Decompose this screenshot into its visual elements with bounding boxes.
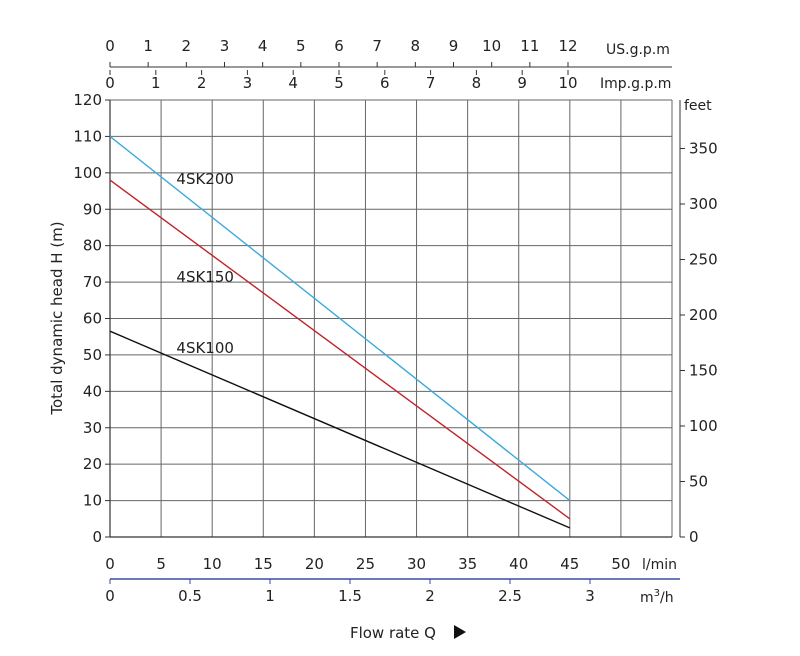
usgpm-tick-label: 4 xyxy=(258,37,268,55)
lmin-tick-label: 30 xyxy=(407,555,426,573)
series-line-4sk200 xyxy=(109,135,571,502)
lmin-tick-label: 0 xyxy=(105,555,115,573)
feet-tick-label: 200 xyxy=(689,306,718,324)
series-label-4sk100: 4SK100 xyxy=(176,339,234,357)
usgpm-tick-label: 12 xyxy=(558,37,577,55)
impgpm-tick-label: 6 xyxy=(380,74,390,92)
lmin-tick-label: 5 xyxy=(156,555,166,573)
y-axis-title: Total dynamic head H (m) xyxy=(48,221,66,415)
usgpm-tick-label: 10 xyxy=(482,37,501,55)
usgpm-unit-label: US.g.p.m xyxy=(606,42,670,58)
axes: 0102030405060708090100110120050100150200… xyxy=(73,37,717,606)
impgpm-tick-label: 1 xyxy=(151,74,161,92)
arrow-right-icon xyxy=(454,625,466,639)
y-tick-label: 120 xyxy=(73,91,102,109)
y-tick-label: 50 xyxy=(83,346,102,364)
lmin-tick-label: 50 xyxy=(611,555,630,573)
y-tick-label: 110 xyxy=(73,127,102,145)
series-line-4sk100 xyxy=(109,330,571,529)
series-line-4sk150 xyxy=(109,179,571,520)
y-tick-label: 60 xyxy=(83,310,102,328)
y-tick-label: 80 xyxy=(83,237,102,255)
feet-tick-label: 50 xyxy=(689,473,708,491)
usgpm-tick-label: 5 xyxy=(296,37,306,55)
impgpm-tick-label: 8 xyxy=(472,74,482,92)
feet-tick-label: 300 xyxy=(689,195,718,213)
lmin-tick-label: 10 xyxy=(203,555,222,573)
usgpm-tick-label: 9 xyxy=(449,37,459,55)
impgpm-tick-label: 7 xyxy=(426,74,436,92)
feet-tick-label: 100 xyxy=(689,417,718,435)
lmin-tick-label: 20 xyxy=(305,555,324,573)
y-tick-label: 100 xyxy=(73,164,102,182)
feet-tick-label: 150 xyxy=(689,362,718,380)
m3h-tick-label: 2.5 xyxy=(498,587,522,605)
usgpm-tick-label: 11 xyxy=(520,37,539,55)
lmin-tick-label: 25 xyxy=(356,555,375,573)
impgpm-tick-label: 2 xyxy=(197,74,207,92)
impgpm-tick-label: 9 xyxy=(517,74,527,92)
usgpm-tick-label: 8 xyxy=(411,37,421,55)
x-axis-title: Flow rate Q xyxy=(350,624,436,642)
m3h-tick-label: 0 xyxy=(105,587,115,605)
lmin-tick-label: 35 xyxy=(458,555,477,573)
impgpm-unit-label: Imp.g.p.m xyxy=(600,76,671,92)
feet-tick-label: 250 xyxy=(689,251,718,269)
lmin-tick-label: 45 xyxy=(560,555,579,573)
y-tick-label: 40 xyxy=(83,382,102,400)
usgpm-tick-label: 2 xyxy=(182,37,192,55)
x-axis-title-group: Flow rate Q xyxy=(350,624,466,642)
feet-unit-label: feet xyxy=(684,98,712,114)
m3h-unit-label: m3/h xyxy=(640,588,674,606)
m3h-tick-label: 0.5 xyxy=(178,587,202,605)
impgpm-tick-label: 10 xyxy=(558,74,577,92)
lmin-tick-label: 15 xyxy=(254,555,273,573)
usgpm-tick-label: 6 xyxy=(334,37,344,55)
m3h-tick-label: 2 xyxy=(425,587,435,605)
lmin-tick-label: 40 xyxy=(509,555,528,573)
usgpm-tick-label: 1 xyxy=(143,37,153,55)
feet-tick-label: 0 xyxy=(689,528,699,546)
y-tick-label: 30 xyxy=(83,419,102,437)
series-label-4sk150: 4SK150 xyxy=(176,268,234,286)
labels: 4SK200 4SK150 4SK100 xyxy=(176,170,234,357)
usgpm-tick-label: 7 xyxy=(372,37,382,55)
lmin-unit-label: l/min xyxy=(642,557,677,573)
y-tick-label: 90 xyxy=(83,200,102,218)
usgpm-tick-label: 3 xyxy=(220,37,230,55)
impgpm-tick-label: 4 xyxy=(288,74,298,92)
y-tick-label: 20 xyxy=(83,455,102,473)
usgpm-tick-label: 0 xyxy=(105,37,115,55)
y-tick-label: 70 xyxy=(83,273,102,291)
grid xyxy=(110,99,673,537)
series xyxy=(109,135,571,529)
impgpm-tick-label: 0 xyxy=(105,74,115,92)
m3h-tick-label: 3 xyxy=(585,587,595,605)
y-tick-label: 10 xyxy=(83,492,102,510)
impgpm-tick-label: 3 xyxy=(243,74,253,92)
impgpm-tick-label: 5 xyxy=(334,74,344,92)
y-tick-label: 0 xyxy=(92,528,102,546)
feet-tick-label: 350 xyxy=(689,140,718,158)
m3h-tick-label: 1.5 xyxy=(338,587,362,605)
m3h-tick-label: 1 xyxy=(265,587,275,605)
series-label-4sk200: 4SK200 xyxy=(176,170,234,188)
